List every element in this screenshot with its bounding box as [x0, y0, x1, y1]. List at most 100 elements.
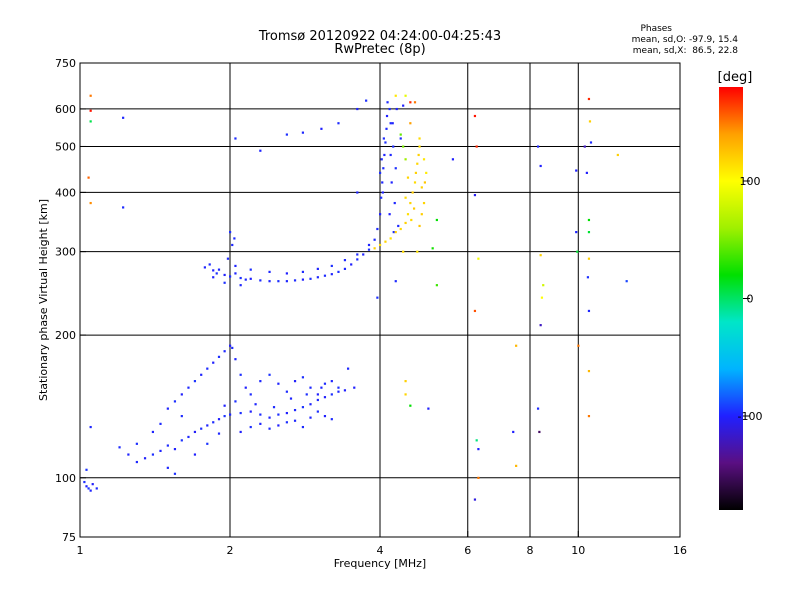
echo-point: [159, 422, 162, 425]
echo-point: [212, 361, 215, 364]
echo-point: [356, 107, 359, 111]
echo-point: [223, 281, 226, 284]
echo-point: [293, 279, 297, 282]
echo-point: [477, 448, 480, 451]
echo-point: [229, 231, 232, 234]
echo-point: [244, 278, 247, 281]
echo-point: [330, 264, 333, 268]
echo-point: [122, 116, 125, 119]
echo-point: [381, 181, 384, 184]
echo-point: [239, 284, 242, 287]
echo-point: [89, 425, 92, 429]
echo-point: [515, 464, 518, 467]
echo-point: [394, 231, 397, 234]
echo-point: [187, 386, 190, 389]
echo-point: [380, 158, 383, 161]
echo-point: [89, 109, 92, 112]
echo-point: [301, 131, 305, 134]
echo-point: [301, 270, 305, 273]
echo-point: [285, 272, 288, 275]
echo-point: [285, 390, 288, 393]
echo-point: [193, 430, 197, 434]
echo-point: [234, 137, 237, 140]
echo-point: [416, 250, 419, 253]
echo-point: [404, 196, 407, 199]
echo-point: [229, 344, 232, 347]
echo-point: [323, 274, 327, 277]
echo-point: [89, 120, 92, 123]
echo-point: [475, 439, 478, 442]
y-tick-label: 750: [55, 57, 76, 70]
y-axis-label: Stationary phase Virtual Height [km]: [37, 199, 50, 401]
echo-point: [404, 94, 407, 97]
echo-point: [135, 460, 138, 464]
echo-point: [268, 416, 271, 419]
echo-point: [122, 206, 125, 209]
echo-point: [234, 400, 237, 403]
echo-point: [187, 435, 190, 439]
echo-point: [309, 277, 312, 280]
echo-point: [268, 280, 271, 283]
echo-point: [206, 424, 209, 427]
echo-point: [402, 104, 405, 107]
echo-point: [384, 141, 387, 144]
echo-point: [217, 268, 221, 271]
echo-point: [587, 369, 591, 373]
y-tick-label: 100: [55, 472, 76, 485]
colorbar-label: [deg]: [718, 70, 753, 85]
echo-point: [379, 171, 382, 174]
echo-point: [412, 207, 416, 210]
echo-point: [473, 114, 477, 118]
echo-point: [305, 393, 308, 396]
echo-point: [383, 153, 386, 157]
echo-point: [576, 250, 579, 253]
echo-point: [239, 430, 242, 434]
echo-point: [386, 101, 389, 104]
echo-point: [337, 386, 340, 389]
echo-point: [379, 213, 382, 216]
echo-point: [539, 164, 542, 168]
echo-point: [259, 413, 262, 416]
echo-point: [254, 403, 257, 406]
echo-point: [477, 257, 480, 260]
echo-point: [151, 453, 155, 456]
echo-point: [203, 266, 206, 269]
echo-point: [87, 487, 90, 490]
echo-point: [233, 237, 236, 240]
echo-point: [159, 449, 162, 453]
echo-point: [208, 263, 211, 266]
echo-point: [277, 413, 280, 416]
y-axis-ticks: 75 100 200 300 400 500 600 750: [55, 57, 86, 544]
echo-point: [231, 243, 234, 247]
echo-point: [404, 158, 407, 161]
echo-point: [381, 191, 384, 194]
echo-point: [431, 247, 434, 250]
echo-point: [376, 296, 379, 299]
echo-point: [587, 257, 591, 260]
echo-point: [193, 453, 197, 456]
echo-point: [587, 231, 591, 234]
echo-point: [418, 145, 421, 148]
echo-point: [425, 171, 428, 174]
echo-point: [616, 153, 619, 157]
echo-point: [268, 373, 271, 376]
echo-point: [293, 408, 297, 412]
echo-point: [409, 404, 412, 407]
echo-point: [575, 169, 578, 172]
echo-point: [301, 278, 305, 281]
echo-point: [212, 276, 215, 279]
echo-point: [406, 213, 410, 216]
echo-point: [83, 480, 86, 484]
echo-point: [229, 275, 232, 278]
colorbar-tick-label: -100: [738, 410, 763, 423]
echo-point: [320, 386, 323, 389]
y-tick-label: 75: [62, 531, 76, 544]
echo-point: [380, 196, 383, 199]
echo-point: [173, 400, 177, 403]
echo-point: [539, 324, 542, 327]
stats-heading: Phases: [640, 24, 672, 34]
echo-point: [239, 373, 242, 376]
echo-point: [217, 418, 221, 421]
data-points: [83, 94, 628, 501]
colorbar-tick-label: 100: [740, 175, 761, 188]
